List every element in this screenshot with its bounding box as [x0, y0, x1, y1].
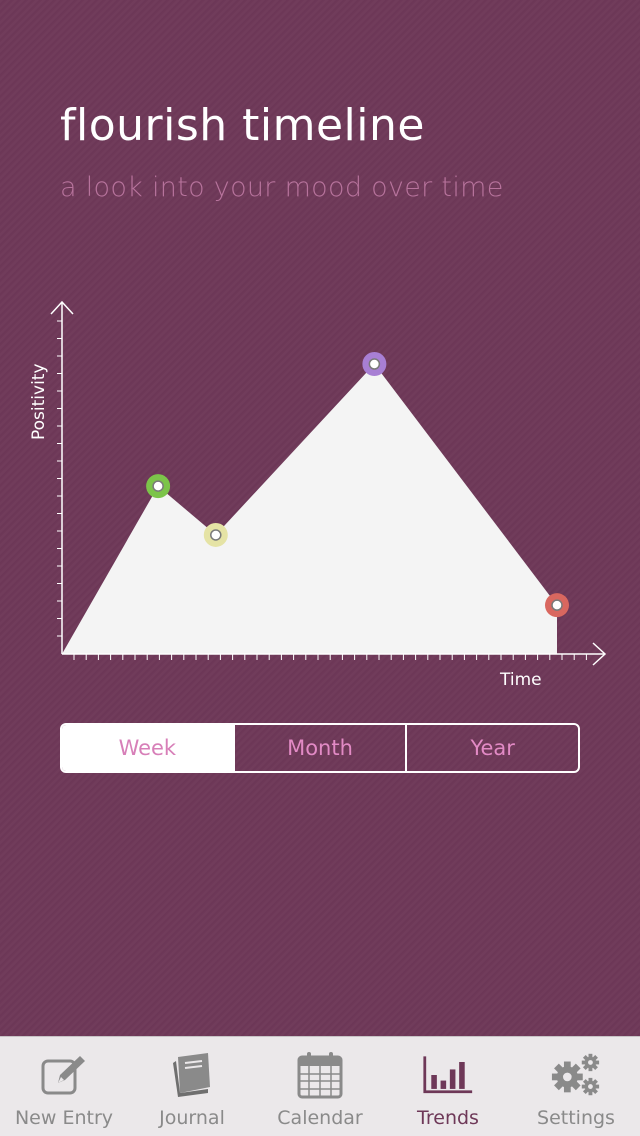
- calendar-icon: [294, 1051, 346, 1099]
- range-option-month[interactable]: Month: [232, 725, 406, 771]
- x-axis-label: Time: [499, 670, 542, 690]
- x-axis-arrow: [592, 642, 607, 666]
- mood-marker[interactable]: [203, 522, 228, 547]
- journal-icon: [166, 1051, 218, 1099]
- mood-marker-center: [152, 480, 164, 492]
- mood-marker-center: [368, 358, 381, 370]
- tab-journal[interactable]: Journal: [128, 1037, 256, 1136]
- tab-calendar[interactable]: Calendar: [256, 1037, 384, 1136]
- tab-label: Settings: [537, 1107, 615, 1129]
- mood-marker-center: [210, 529, 222, 541]
- tab-trends[interactable]: Trends: [384, 1037, 512, 1136]
- mood-area: [62, 364, 557, 654]
- y-axis-label: Positivity: [29, 363, 49, 440]
- trends-icon: [422, 1051, 474, 1099]
- mood-marker[interactable]: [362, 352, 387, 376]
- tab-settings[interactable]: Settings: [512, 1037, 640, 1136]
- mood-markers: [146, 352, 569, 618]
- x-axis-ticks: [73, 654, 587, 660]
- range-selector[interactable]: Week Month Year: [60, 723, 580, 773]
- settings-icon: [550, 1051, 602, 1099]
- mood-marker-center: [551, 599, 563, 611]
- mood-marker[interactable]: [146, 474, 171, 499]
- tab-bar: New Entry Journal Ca: [0, 1036, 640, 1136]
- y-axis-arrow: [50, 300, 74, 315]
- page-subtitle: a look into your mood over time: [60, 172, 504, 203]
- tab-label: Calendar: [277, 1107, 363, 1129]
- tab-label: Trends: [417, 1107, 479, 1129]
- tab-label: Journal: [159, 1107, 225, 1129]
- range-option-week[interactable]: Week: [62, 725, 233, 771]
- tab-label: New Entry: [14, 1107, 114, 1129]
- range-option-year[interactable]: Year: [405, 725, 578, 771]
- page-title: flourish timeline: [60, 100, 425, 151]
- y-axis-ticks: [57, 320, 62, 637]
- mood-chart-svg: Positivity Time: [29, 300, 607, 690]
- mood-chart: Positivity Time: [0, 290, 640, 710]
- mood-marker[interactable]: [545, 593, 569, 618]
- tab-new-entry[interactable]: New Entry: [0, 1037, 128, 1136]
- new-entry-icon: [38, 1051, 90, 1099]
